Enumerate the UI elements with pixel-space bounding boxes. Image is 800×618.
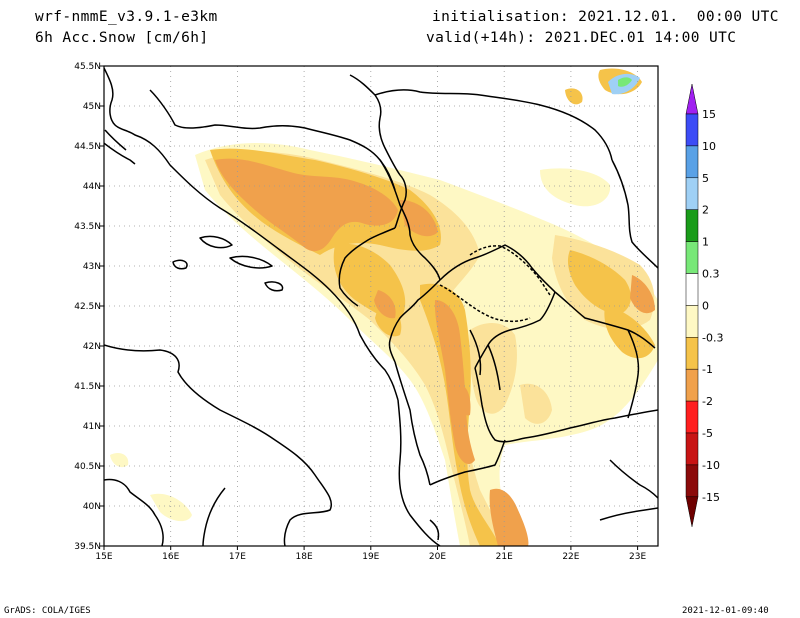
model-title: wrf-nmmE_v3.9.1-e3km — [35, 9, 218, 25]
colorbar-label: -2 — [702, 395, 713, 408]
lat-label: 45.5N — [74, 62, 101, 72]
colorbar-swatch — [685, 113, 699, 147]
lon-label: 15E — [95, 552, 112, 562]
colorbar-label: 0 — [702, 299, 709, 312]
valid-time: valid(+14h): 2021.DEC.01 14:00 UTC — [426, 30, 737, 46]
longitude-labels: 15E 16E 17E 18E 19E 20E 21E 22E 23E — [95, 546, 646, 562]
colorbar-label: 5 — [702, 172, 709, 185]
colorbar-swatch — [685, 305, 699, 338]
colorbar-swatch — [685, 432, 699, 466]
colorbar-swatch — [685, 337, 699, 370]
lat-label: 41.5N — [74, 382, 101, 392]
init-time: initialisation: 2021.12.01. 00:00 UTC — [432, 9, 779, 25]
footer-timestamp: 2021-12-01-09:40 — [682, 606, 769, 616]
colorbar-swatch — [685, 145, 699, 179]
colorbar-label: -5 — [702, 427, 713, 440]
lat-label: 40.5N — [74, 462, 101, 472]
colorbar-swatch — [685, 241, 699, 274]
lat-label: 42N — [83, 342, 101, 352]
latitude-labels: 45.5N 45N 44.5N 44N 43.5N 43N 42.5N 42N 41.5N 41N… — [74, 62, 104, 552]
colorbar-label: -15 — [702, 491, 720, 504]
lon-label: 17E — [229, 552, 246, 562]
colorbar: 15 10 5 2 1 0.3 0 -0.3 -1 -2 -5 -10 -15 — [685, 83, 723, 527]
colorbar-swatch — [685, 464, 699, 498]
colorbar-label: -1 — [702, 363, 713, 376]
colorbar-label: -0.3 — [702, 331, 723, 344]
colorbar-label: 2 — [702, 204, 709, 217]
lat-label: 43.5N — [74, 222, 101, 232]
lat-label: 43N — [83, 262, 101, 272]
field-title: 6h Acc.Snow [cm/6h] — [35, 30, 209, 46]
colorbar-bottom-arrow — [685, 496, 699, 527]
colorbar-swatch — [685, 273, 699, 306]
colorbar-label: -10 — [702, 459, 720, 472]
lat-label: 44.5N — [74, 142, 101, 152]
colorbar-label: 0.3 — [702, 268, 720, 281]
colorbar-swatch — [685, 400, 699, 434]
colorbar-top-arrow — [685, 83, 699, 115]
lon-label: 21E — [496, 552, 513, 562]
lat-label: 45N — [83, 102, 101, 112]
coastlines-borders — [104, 67, 658, 546]
footer-credit: GrADS: COLA/IGES — [4, 606, 91, 616]
lat-label: 41N — [83, 422, 101, 432]
colorbar-label: 10 — [702, 140, 716, 153]
lon-label: 19E — [362, 552, 379, 562]
colorbar-label: 15 — [702, 108, 716, 121]
colorbar-swatch — [685, 177, 699, 210]
colorbar-swatch — [685, 368, 699, 402]
lat-label: 44N — [83, 182, 101, 192]
lon-label: 22E — [562, 552, 579, 562]
lat-label: 42.5N — [74, 302, 101, 312]
snow-fields — [110, 68, 658, 546]
heavy-snow-areas — [215, 158, 655, 546]
lon-label: 18E — [296, 552, 313, 562]
lon-label: 16E — [162, 552, 179, 562]
lon-label: 23E — [629, 552, 646, 562]
colorbar-label: 1 — [702, 236, 709, 249]
lat-label: 40N — [83, 502, 101, 512]
lat-label: 39.5N — [74, 542, 101, 552]
colorbar-swatch — [685, 209, 699, 242]
snow-gain-patch — [608, 73, 640, 95]
lon-label: 20E — [429, 552, 446, 562]
